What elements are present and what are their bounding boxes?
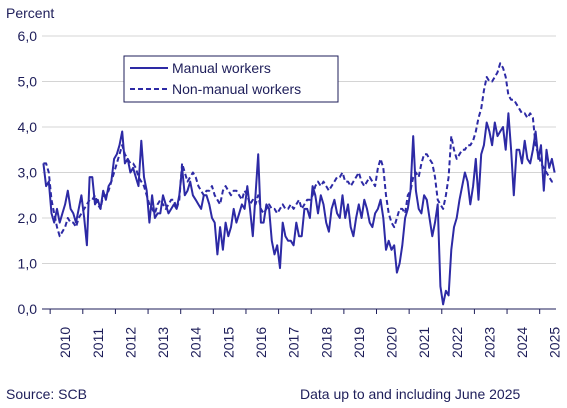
x-axis [42,308,556,314]
y-tick-label: 1,0 [18,256,38,272]
x-tick-label: 2020 [384,327,400,358]
series-non-manual-workers [43,62,555,238]
series-lines [42,62,556,306]
x-tick-label: 2018 [318,327,334,358]
source-note: Source: SCB [6,386,87,402]
y-axis-label: Percent [6,5,54,21]
y-tick-label: 4,0 [18,119,38,135]
x-tick-label: 2015 [220,327,236,358]
x-tick-label: 2016 [253,327,269,358]
data-note: Data up to and including June 2025 [300,386,521,402]
x-tick-label: 2012 [122,327,138,358]
series-manual-workers [42,112,556,306]
y-tick-label: 2,0 [18,210,38,226]
y-tick-label: 3,0 [18,165,38,181]
y-tick-labels: 0,0 1,0 2,0 3,0 4,0 5,0 6,0 [18,28,38,317]
legend-label-manual: Manual workers [172,60,271,76]
x-tick-label: 2010 [57,327,73,358]
x-tick-label: 2021 [416,327,432,358]
x-tick-label: 2011 [90,328,106,358]
x-tick-label: 2019 [351,327,367,358]
x-tick-label: 2014 [188,327,204,358]
x-tick-label: 2025 [547,327,563,358]
legend-label-nonmanual: Non-manual workers [172,81,301,97]
x-tick-label: 2023 [481,327,497,358]
x-tick-label: 2013 [155,327,171,358]
y-tick-label: 5,0 [18,74,38,90]
legend: Manual workers Non-manual workers [123,55,339,103]
legend-box [123,55,339,103]
x-tick-label: 2024 [514,327,530,358]
x-tick-labels: 2010 2011 2012 2013 2014 2015 2016 2017 2018 2019… [57,327,563,358]
x-tick-label: 2022 [449,327,465,358]
y-tick-label: 6,0 [18,28,38,44]
x-tick-label: 2017 [286,327,302,358]
y-tick-label: 0,0 [18,301,38,317]
